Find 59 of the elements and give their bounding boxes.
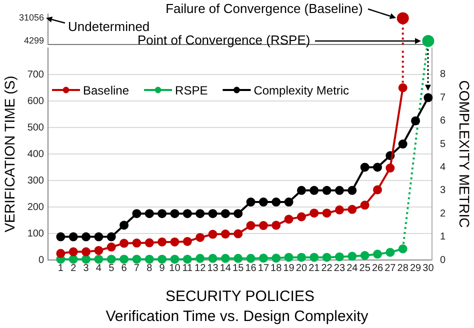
legend-label: Complexity Metric [254, 83, 350, 98]
x-tick-label: 23 [334, 262, 346, 274]
y-tick-label: 0 [38, 254, 44, 266]
y2-tick-label: 8 [440, 69, 446, 80]
x-tick-label: 7 [134, 262, 140, 274]
y2-tick-label: 2 [440, 208, 446, 220]
y2-tick-label: 5 [440, 138, 446, 150]
y2-tick-label: 0 [440, 254, 446, 266]
legend-label: RSPE [175, 83, 208, 98]
x-tick-label: 29 [410, 262, 422, 274]
x-tick-label: 30 [422, 262, 434, 274]
x-tick-label: 28 [397, 262, 409, 274]
x-axis-title: SECURITY POLICIES [166, 288, 314, 306]
y-tick-label: 4299 [24, 35, 44, 46]
y-axis-title: VERIFICATION TIME (S) [1, 76, 18, 232]
y-tick-label: 200 [27, 202, 44, 213]
x-tick-label: 5 [108, 262, 115, 274]
annotation: Undetermined [68, 18, 150, 34]
legend-label: Baseline [83, 83, 130, 98]
x-tick-label: 14 [220, 262, 232, 274]
x-tick-label: 25 [359, 262, 371, 274]
x-tick-label: 18 [270, 262, 282, 274]
y2-tick-label: 7 [440, 92, 446, 104]
x-tick-label: 6 [121, 262, 128, 274]
y2-axis-title: COMPLEXITY METRIC [456, 80, 473, 228]
y2-tick-label: 3 [440, 185, 446, 196]
y-tick-label: 400 [27, 148, 44, 160]
x-tick-label: 26 [372, 262, 384, 274]
annotation: Point of Convergence (RSPE) [137, 32, 310, 48]
x-tick-label: 9 [159, 262, 166, 274]
x-tick-label: 8 [146, 262, 153, 274]
x-tick-label: 1 [58, 262, 64, 274]
y-tick-label: 700 [27, 69, 44, 80]
x-tick-label: 20 [296, 262, 308, 274]
y2-tick-label: 4 [440, 162, 446, 173]
x-tick-label: 16 [245, 262, 257, 274]
x-tick-label: 27 [384, 262, 396, 274]
x-tick-label: 13 [207, 262, 219, 274]
y-tick-label: 31056 [18, 12, 44, 23]
y-tick-label: 500 [27, 122, 44, 134]
x-tick-label: 3 [83, 262, 90, 274]
text: Verification Time vs. Design Complexity [106, 308, 369, 326]
x-tick-label: 10 [169, 262, 181, 274]
x-tick-label: 12 [194, 262, 206, 274]
x-tick-label: 19 [283, 262, 295, 274]
x-tick-label: 2 [70, 262, 77, 274]
x-tick-label: 17 [258, 262, 270, 274]
x-tick-label: 11 [182, 262, 194, 274]
annotation: Failure of Convergence (Baseline) [166, 0, 363, 16]
x-tick-label: 4 [96, 262, 102, 274]
x-tick-label: 15 [232, 262, 244, 274]
y-tick-label: 300 [27, 175, 44, 186]
x-tick-label: 21 [308, 262, 320, 274]
y-tick-label: 600 [27, 96, 44, 107]
y-tick-label: 100 [27, 228, 44, 240]
y2-tick-label: 1 [440, 232, 446, 243]
x-tick-label: 24 [346, 262, 358, 274]
x-tick-label: 22 [321, 262, 333, 274]
y2-tick-label: 6 [440, 116, 446, 127]
